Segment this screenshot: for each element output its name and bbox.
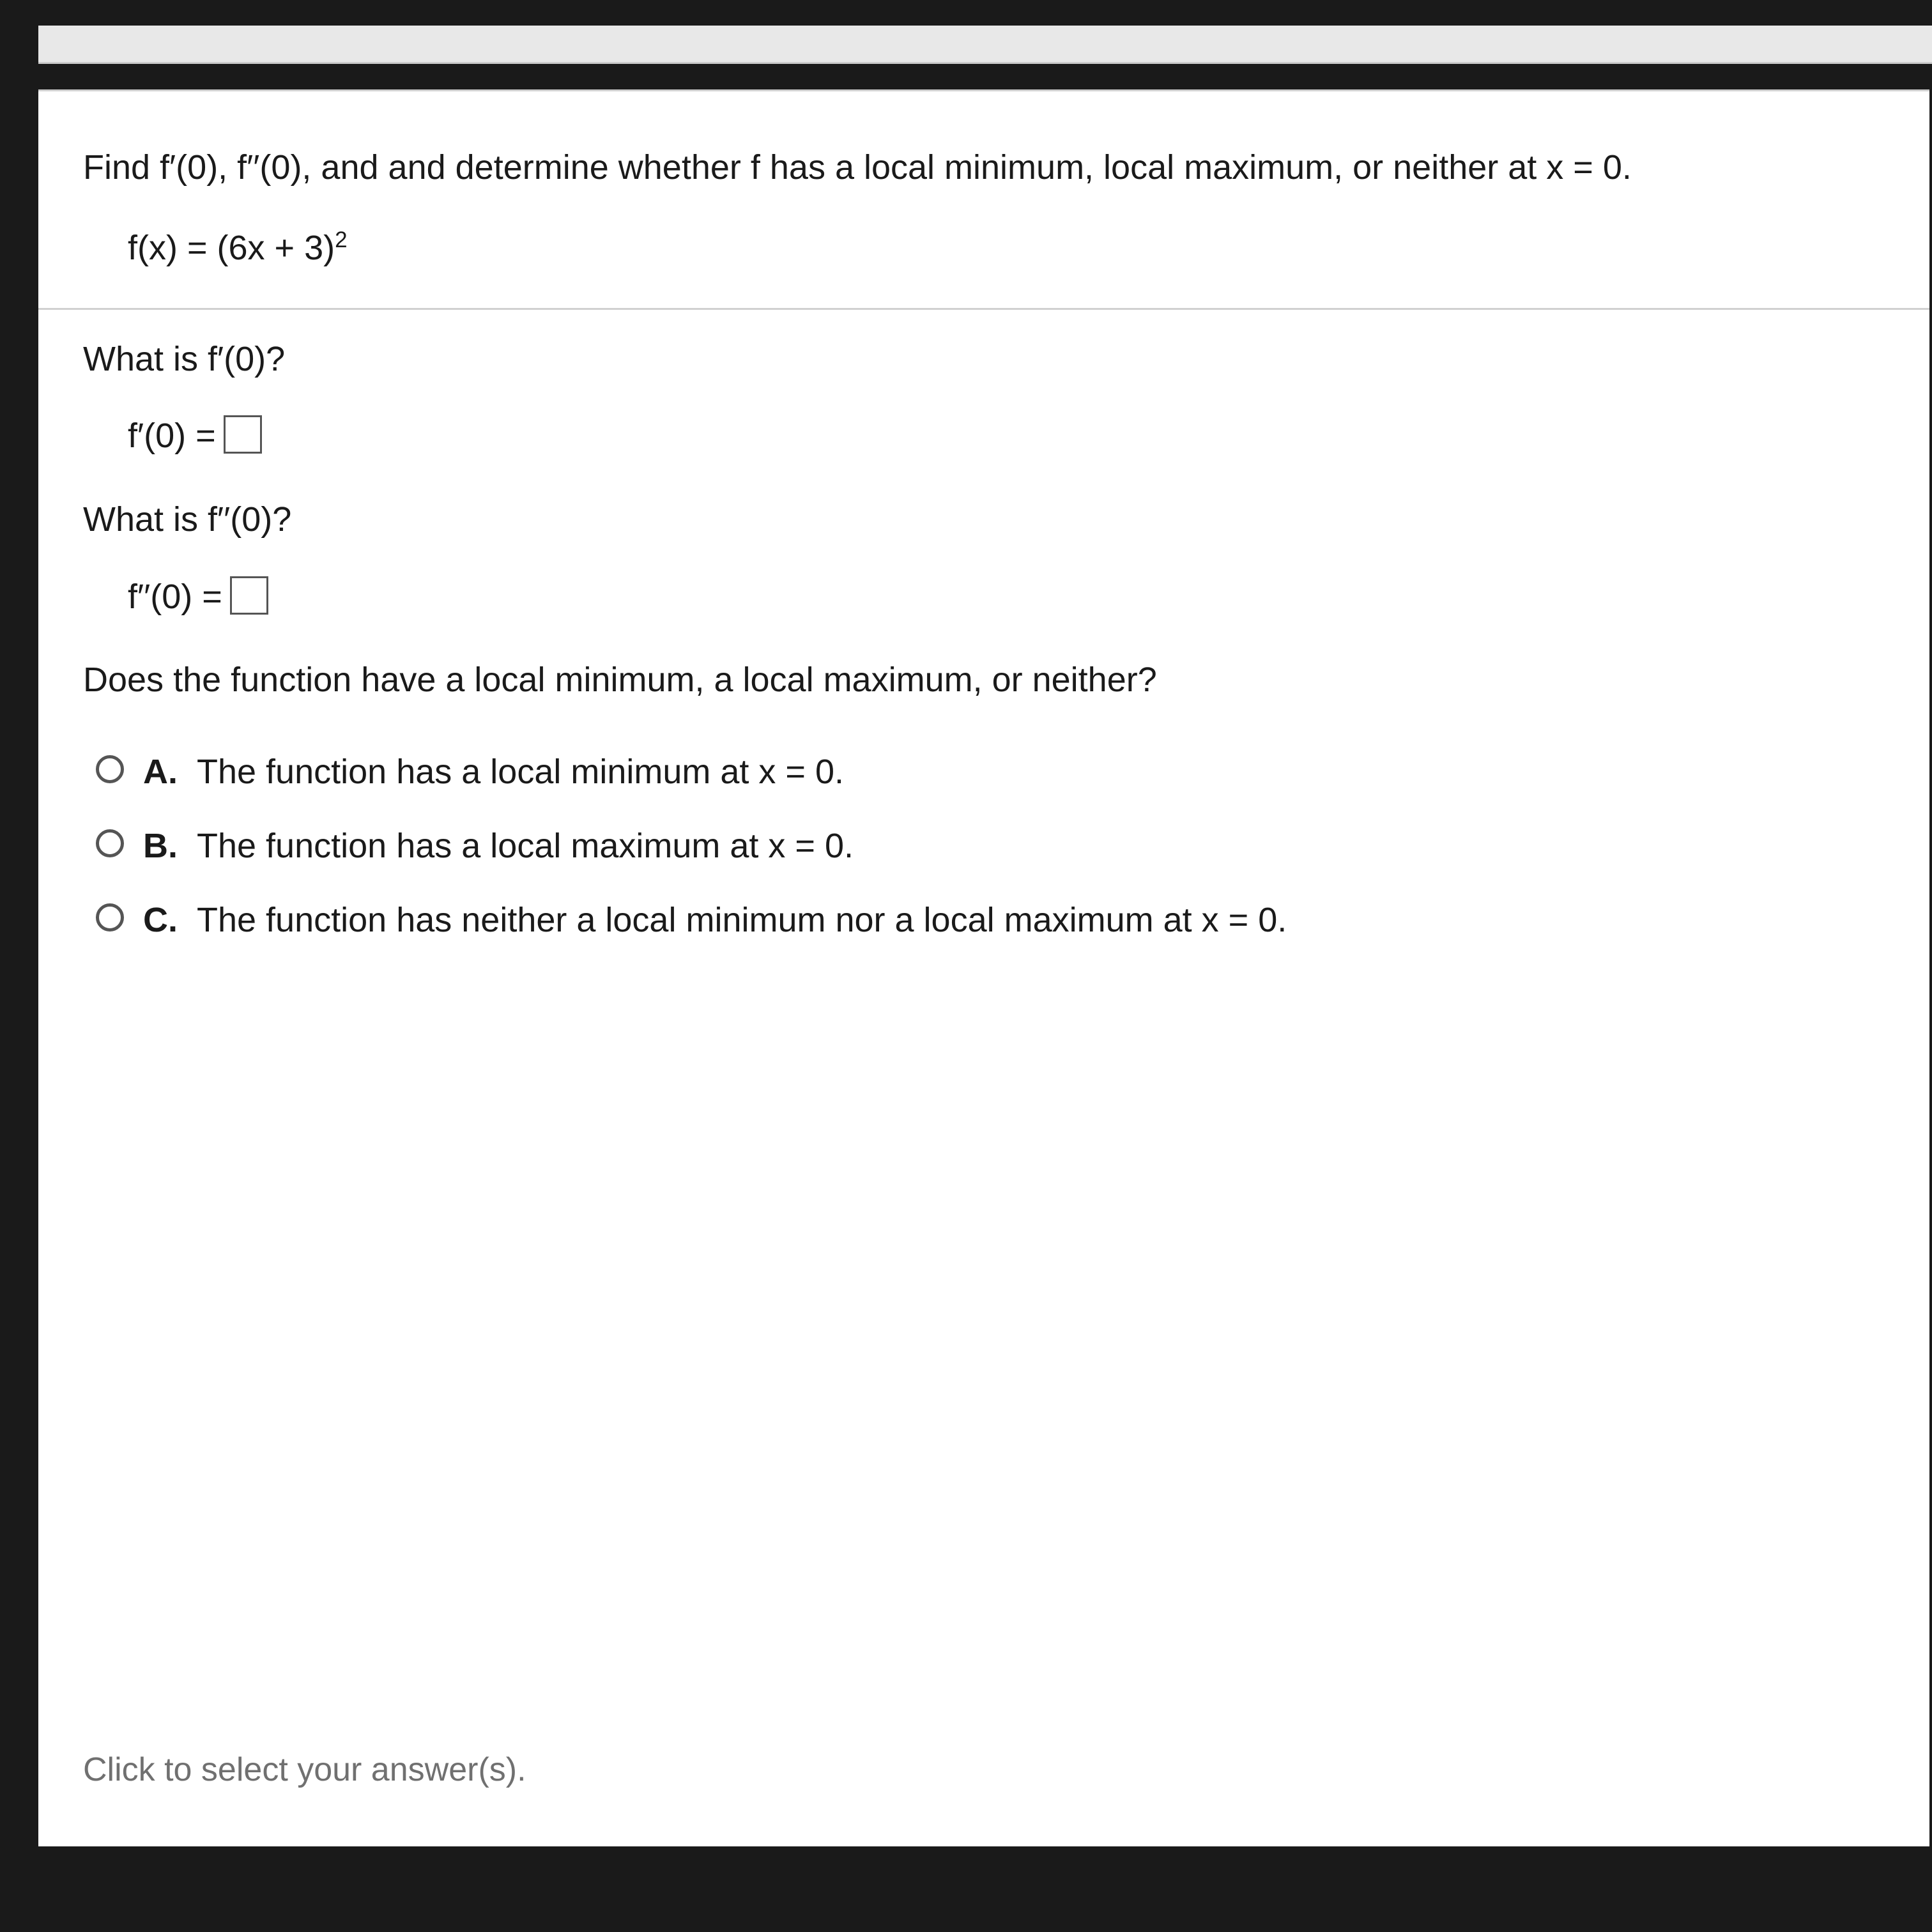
radio-icon[interactable] [96, 829, 124, 857]
subquestion-fprime-prompt: What is f′(0)? [83, 335, 1885, 384]
mc-option-c[interactable]: C. The function has neither a local mini… [96, 894, 1885, 946]
mc-options-group: A. The function has a local minimum at x… [96, 746, 1885, 946]
fdoubleprime-input[interactable] [230, 576, 268, 615]
fdoubleprime-answer-row: f′′(0) = [128, 570, 1885, 622]
radio-icon[interactable] [96, 903, 124, 931]
question-panel: Find f′(0), f′′(0), and and determine wh… [38, 89, 1929, 1846]
footer-instruction: Click to select your answer(s). [83, 1751, 526, 1789]
mc-text: The function has a local maximum at x = … [197, 820, 1885, 872]
fprime-answer-row: f′(0) = [128, 409, 1885, 461]
screen-wrap: Find f′(0), f′′(0), and and determine wh… [0, 0, 1932, 1932]
fdoubleprime-label: f′′(0) = [128, 573, 222, 622]
function-definition: f(x) = (6x + 3)2 [128, 224, 1885, 273]
mc-letter: B. [143, 820, 178, 872]
section-divider [38, 308, 1929, 310]
question-stem: Find f′(0), f′′(0), and and determine wh… [83, 142, 1885, 192]
mc-option-b[interactable]: B. The function has a local maximum at x… [96, 820, 1885, 872]
mc-letter: A. [143, 746, 178, 798]
subquestion-mc-prompt: Does the function have a local minimum, … [83, 656, 1885, 705]
fprime-label: f′(0) = [128, 412, 216, 461]
mc-option-a[interactable]: A. The function has a local minimum at x… [96, 746, 1885, 798]
subquestion-fdoubleprime-prompt: What is f′′(0)? [83, 496, 1885, 544]
fprime-input[interactable] [224, 415, 262, 454]
mc-letter: C. [143, 894, 178, 946]
radio-icon[interactable] [96, 755, 124, 783]
mc-text: The function has a local minimum at x = … [197, 746, 1885, 798]
window-topbar [38, 26, 1932, 64]
mc-text: The function has neither a local minimum… [197, 894, 1885, 946]
